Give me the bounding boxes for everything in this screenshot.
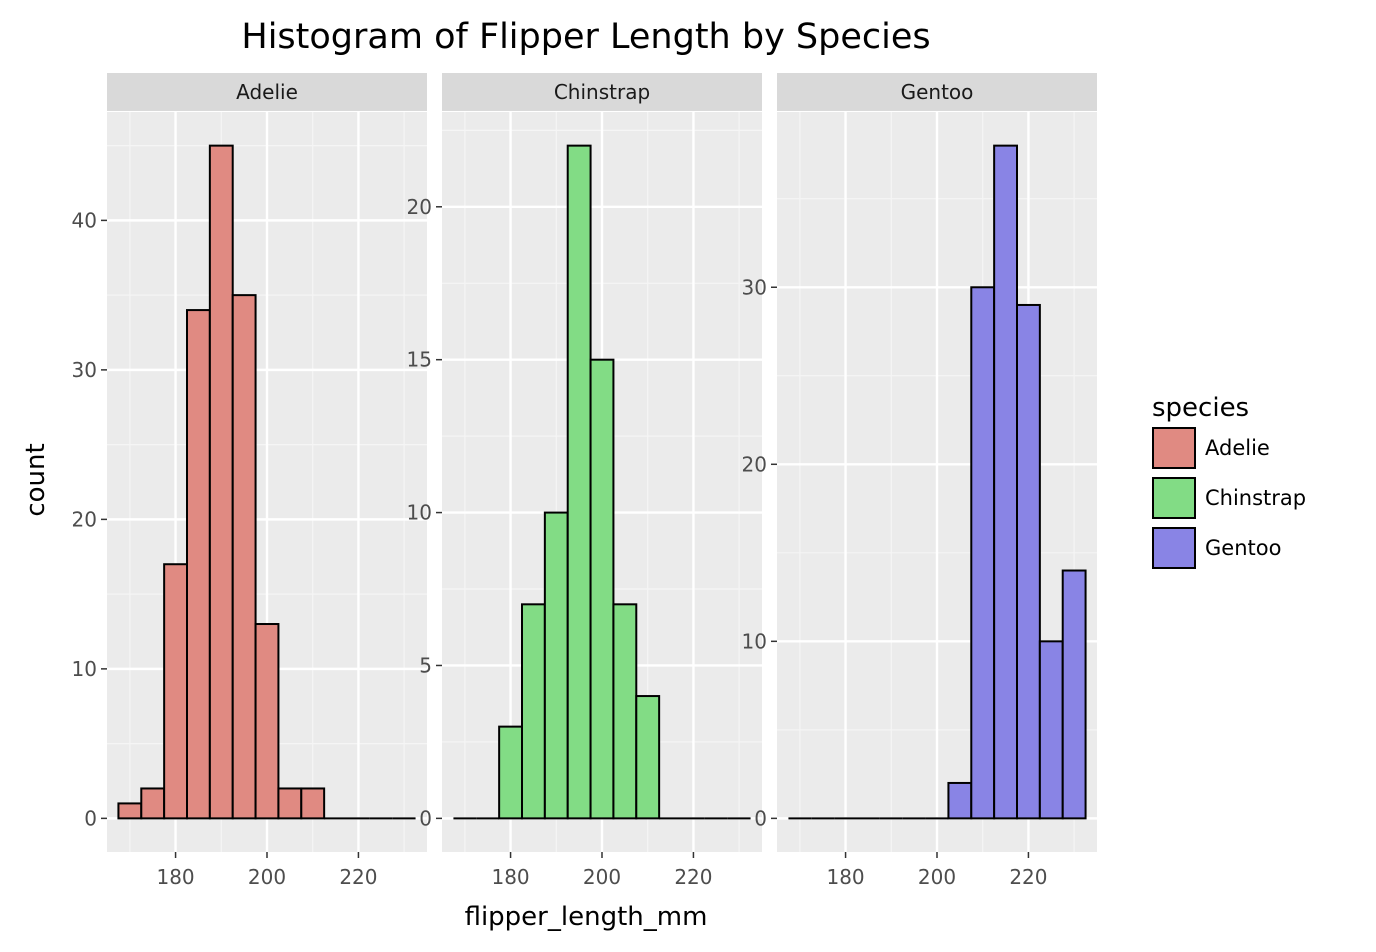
histogram-bar: [208, 144, 234, 820]
y-tick-label: 10: [742, 629, 767, 653]
histogram-bar: [612, 603, 638, 820]
y-tick-label: 0: [754, 806, 767, 830]
histogram-bar: [635, 695, 661, 820]
legend-item: Adelie: [1152, 427, 1270, 469]
histogram-bar: [231, 294, 257, 820]
legend-title: species: [1152, 393, 1249, 423]
x-tick-label: 220: [674, 865, 712, 889]
y-tick-label: 30: [742, 275, 767, 299]
facet-chinstrap: Chinstrap 0 5 10 15 20 180 200 220: [407, 73, 762, 889]
histogram-bar: [277, 787, 303, 820]
facet-strip: [777, 73, 1097, 111]
histogram-bar: [1016, 303, 1041, 820]
legend-swatch: [1152, 477, 1196, 519]
y-tick-label: 5: [419, 653, 432, 677]
histogram-bar: [970, 286, 996, 820]
histogram-bar: [566, 144, 592, 820]
facet-strip: [107, 73, 427, 111]
legend-label: Adelie: [1205, 436, 1270, 460]
x-tick-label: 220: [1009, 865, 1047, 889]
histogram-bar: [498, 725, 523, 820]
facet-adelie: Adelie 0 10 20 30 40 180 200 220: [72, 73, 427, 889]
y-tick-label: 40: [72, 208, 97, 232]
legend-swatch: [1152, 427, 1196, 469]
x-tick-label: 200: [248, 865, 286, 889]
y-tick-label: 15: [407, 348, 432, 372]
x-axis-title: flipper_length_mm: [465, 902, 708, 932]
facet-strip-label: Chinstrap: [554, 80, 650, 104]
legend-item: Gentoo: [1152, 527, 1281, 569]
histogram-bar: [163, 563, 188, 820]
histogram-bar: [1038, 640, 1064, 820]
y-tick-label: 20: [742, 452, 767, 476]
x-tick-label: 180: [156, 865, 194, 889]
x-tick-label: 180: [491, 865, 529, 889]
y-tick-label: 20: [407, 195, 432, 219]
histogram-bar: [589, 358, 615, 820]
y-tick-label: 0: [419, 806, 432, 830]
facet-gentoo: Gentoo 0 10 20 30 180 200 220: [742, 73, 1097, 889]
histogram-bar: [1061, 569, 1087, 820]
histogram-bar: [993, 144, 1019, 820]
y-axis-title: count: [21, 443, 51, 516]
legend: species Adelie Chinstrap Gentoo: [1152, 393, 1306, 569]
histogram-bar: [947, 781, 973, 820]
legend-label: Chinstrap: [1205, 486, 1306, 510]
legend-swatch: [1152, 527, 1196, 569]
histogram-bar: [300, 787, 326, 820]
histogram-bar: [254, 623, 280, 820]
facet-strip-label: Gentoo: [901, 80, 974, 104]
chart-title: Histogram of Flipper Length by Species: [241, 17, 930, 57]
legend-item: Chinstrap: [1152, 477, 1306, 519]
y-tick-label: 0: [84, 806, 97, 830]
histogram-bar: [186, 309, 211, 820]
legend-label: Gentoo: [1205, 536, 1281, 560]
facet-strip-label: Adelie: [236, 80, 298, 104]
x-tick-label: 220: [339, 865, 377, 889]
histogram-bar: [117, 802, 143, 820]
histogram-bar: [140, 787, 166, 820]
y-tick-label: 20: [72, 507, 97, 531]
x-tick-label: 200: [918, 865, 956, 889]
y-tick-label: 10: [407, 501, 432, 525]
histogram-bar: [543, 511, 569, 820]
y-tick-label: 30: [72, 358, 97, 382]
histogram-bar: [521, 603, 546, 820]
x-tick-label: 180: [826, 865, 864, 889]
y-tick-label: 10: [72, 657, 97, 681]
facet-strip: [442, 73, 762, 111]
x-tick-label: 200: [583, 865, 621, 889]
